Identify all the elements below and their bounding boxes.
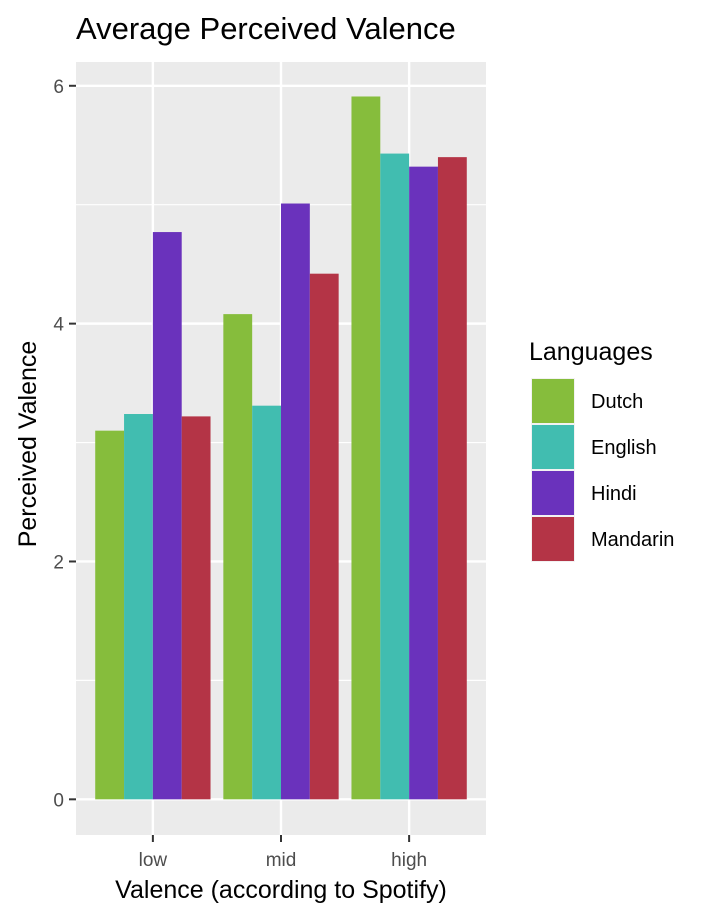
legend-key-hindi (532, 471, 574, 515)
bar-dutch-high (351, 96, 381, 800)
y-tick-label: 6 (53, 77, 64, 98)
y-tick-label: 0 (53, 790, 64, 811)
legend-key-english (532, 425, 574, 469)
bar-mandarin-high (437, 157, 467, 800)
bar-hindi-low (152, 232, 182, 800)
y-axis-title: Perceived Valence (14, 341, 42, 548)
x-axis-title: Valence (according to Spotify) (115, 876, 447, 904)
y-axis: 0 2 4 6 (53, 77, 76, 811)
bar-hindi-high (409, 166, 438, 800)
y-tick-label: 2 (53, 552, 64, 573)
legend-key-dutch (532, 379, 574, 423)
bar-english-mid (252, 405, 281, 800)
legend-label: Mandarin (591, 529, 674, 551)
x-tick-label: high (391, 850, 427, 871)
bar-english-high (380, 153, 410, 800)
chart-title: Average Perceived Valence (76, 11, 456, 46)
legend-label: Hindi (591, 483, 637, 505)
legend-title: Languages (529, 338, 653, 366)
legend-label: English (591, 437, 657, 459)
y-tick-label: 4 (53, 315, 64, 336)
bar-hindi-mid (281, 203, 310, 800)
legend-label: Dutch (591, 391, 643, 413)
bar-mandarin-low (181, 416, 211, 800)
bars (95, 96, 467, 800)
bar-dutch-mid (223, 314, 253, 800)
bar-english-low (124, 414, 153, 800)
x-tick-label: low (139, 850, 168, 871)
bar-dutch-low (95, 430, 125, 800)
legend: Languages Dutch English Hindi Mandarin (529, 338, 674, 562)
legend-key-mandarin (532, 517, 574, 561)
x-tick-label: mid (266, 850, 297, 871)
bar-mandarin-mid (309, 273, 339, 800)
x-axis: low mid high (139, 835, 427, 871)
